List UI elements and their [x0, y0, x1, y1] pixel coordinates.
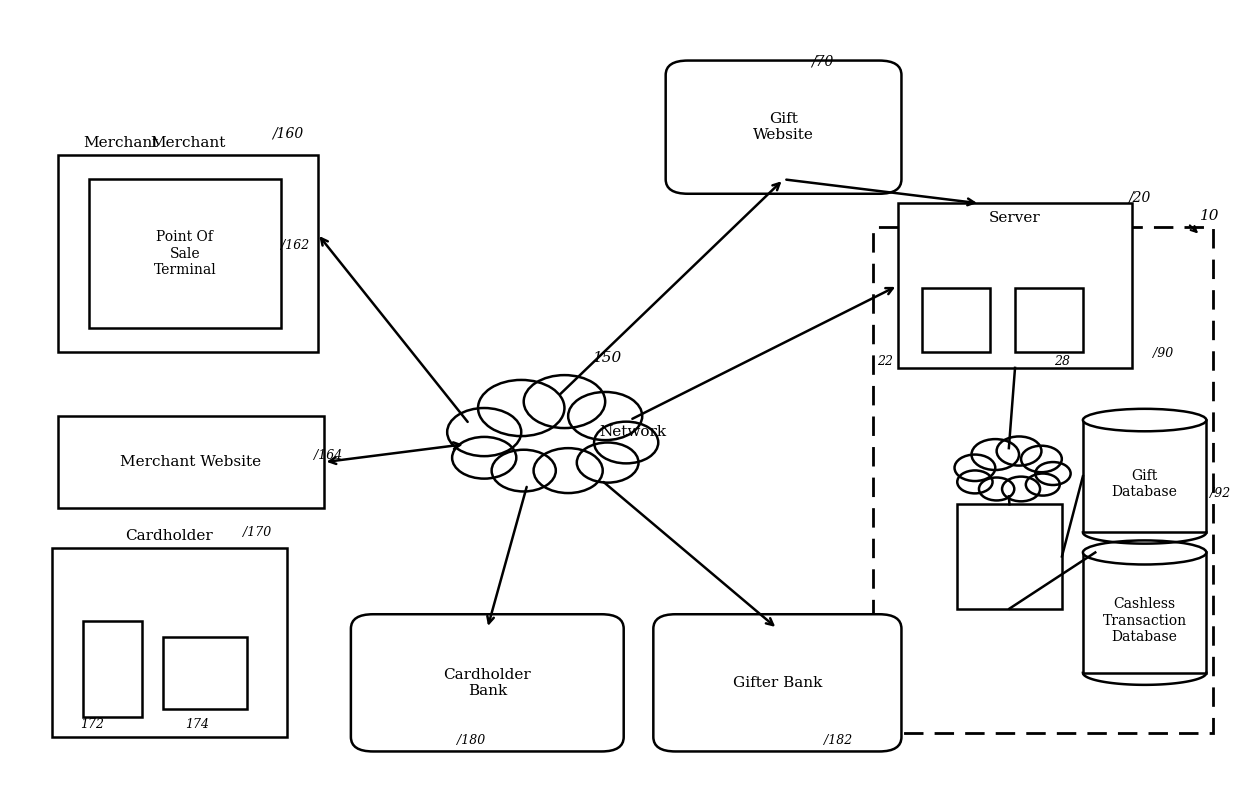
Bar: [58, 155, 317, 351]
Bar: [898, 204, 1132, 368]
Circle shape: [957, 470, 992, 494]
Circle shape: [1021, 446, 1061, 472]
Text: 28: 28: [1054, 355, 1070, 368]
Circle shape: [594, 422, 658, 463]
Text: Network: Network: [599, 425, 666, 439]
Text: /160: /160: [272, 127, 303, 141]
Text: /180: /180: [458, 734, 485, 747]
Text: Gift
Website: Gift Website: [753, 112, 813, 142]
Bar: [957, 504, 1061, 608]
Text: Merchant: Merchant: [83, 137, 159, 150]
Circle shape: [453, 437, 516, 478]
FancyBboxPatch shape: [666, 61, 901, 194]
Text: Server: Server: [990, 211, 1040, 225]
Ellipse shape: [1083, 541, 1207, 565]
Text: Cardholder: Cardholder: [125, 529, 213, 544]
Circle shape: [971, 439, 1019, 470]
Bar: [52, 549, 286, 737]
Circle shape: [577, 443, 639, 482]
Text: /92: /92: [1210, 487, 1230, 500]
Bar: [1083, 553, 1207, 673]
Circle shape: [568, 392, 642, 440]
Text: 150: 150: [593, 351, 622, 365]
Circle shape: [491, 450, 556, 491]
Bar: [164, 637, 247, 709]
Circle shape: [479, 380, 564, 436]
Text: Gifter Bank: Gifter Bank: [733, 675, 822, 690]
Text: /164: /164: [314, 448, 342, 462]
Circle shape: [1025, 473, 1060, 495]
Text: /90: /90: [1153, 347, 1173, 360]
Text: 172: 172: [81, 718, 104, 730]
Circle shape: [448, 408, 521, 457]
Text: Point Of
Sale
Terminal: Point Of Sale Terminal: [154, 230, 216, 277]
Circle shape: [997, 436, 1042, 465]
Text: Cardholder
Bank: Cardholder Bank: [444, 667, 531, 698]
Bar: [89, 179, 280, 328]
Circle shape: [1035, 462, 1070, 485]
Circle shape: [978, 478, 1014, 500]
Text: /20: /20: [1128, 191, 1151, 205]
Bar: [873, 228, 1213, 733]
Bar: [1016, 288, 1083, 351]
Circle shape: [523, 375, 605, 428]
Ellipse shape: [1083, 409, 1207, 431]
Text: 22: 22: [877, 355, 893, 368]
Text: 174: 174: [186, 718, 210, 730]
FancyBboxPatch shape: [351, 614, 624, 751]
Text: Cashless
Transaction
Database: Cashless Transaction Database: [1102, 597, 1187, 644]
Circle shape: [1002, 477, 1040, 501]
Bar: [1083, 420, 1207, 532]
Text: /170: /170: [243, 526, 272, 539]
Text: Merchant Website: Merchant Website: [120, 455, 262, 469]
Text: /182: /182: [823, 734, 852, 747]
Text: /162: /162: [280, 238, 309, 251]
Text: /70: /70: [811, 55, 833, 69]
Bar: [923, 288, 991, 351]
Circle shape: [533, 448, 603, 493]
Circle shape: [955, 455, 996, 481]
Text: Merchant: Merchant: [150, 137, 226, 150]
FancyBboxPatch shape: [653, 614, 901, 751]
Text: 10: 10: [1200, 209, 1220, 224]
Bar: [83, 621, 143, 717]
Text: Gift
Database: Gift Database: [1112, 469, 1178, 499]
Bar: [58, 416, 324, 508]
